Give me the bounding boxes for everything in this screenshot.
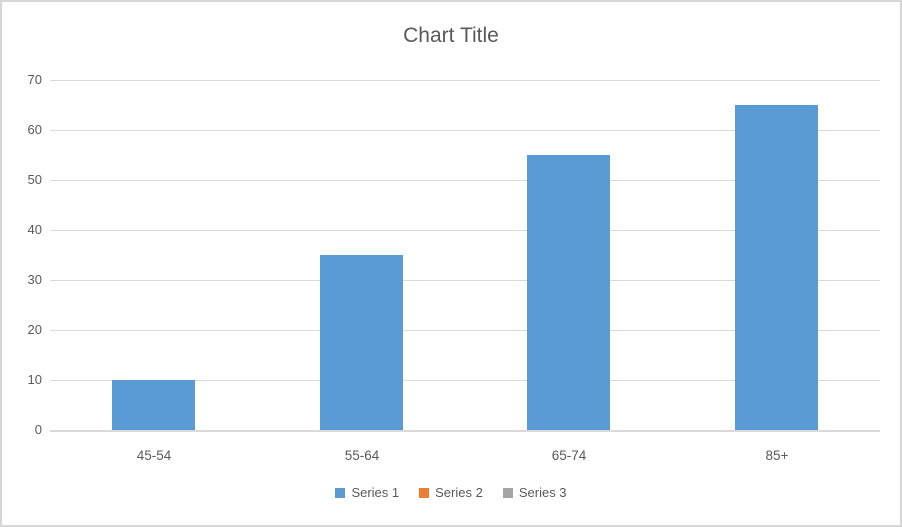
legend-label: Series 3 <box>518 485 567 500</box>
x-axis-label: 55-64 <box>344 448 380 463</box>
gridline <box>50 330 880 331</box>
gridline <box>50 80 880 81</box>
legend-label: Series 1 <box>351 485 400 500</box>
legend-marker-icon <box>419 487 430 498</box>
gridline <box>50 130 880 131</box>
bar-55-64 <box>320 255 403 430</box>
y-tick-label: 10 <box>27 372 42 387</box>
legend-label: Series 2 <box>435 485 483 500</box>
plot-area <box>50 80 880 432</box>
bar-85+ <box>735 105 818 430</box>
gridline <box>50 280 880 281</box>
y-tick-label: 0 <box>34 422 42 437</box>
legend-marker-icon <box>502 487 513 498</box>
legend-marker-icon <box>335 487 346 498</box>
x-axis-label: 85+ <box>765 448 789 463</box>
gridline <box>50 180 880 181</box>
gridline <box>50 230 880 231</box>
x-axis-label: 45-54 <box>136 448 172 463</box>
chart-title: Chart Title <box>403 24 499 47</box>
y-tick-label: 70 <box>27 72 42 87</box>
y-tick-label: 40 <box>27 222 42 237</box>
y-tick-label: 20 <box>27 322 42 337</box>
legend-item: Series 2 <box>419 485 483 500</box>
y-tick-label: 30 <box>27 272 42 287</box>
legend-item: Series 3 <box>502 485 567 500</box>
bar-65-74 <box>527 155 610 430</box>
legend: Series 1 Series 2 Series 3 <box>2 485 900 500</box>
y-tick-label: 60 <box>27 122 42 137</box>
y-tick-label: 50 <box>27 172 42 187</box>
bar-45-54 <box>112 380 195 430</box>
legend-item: Series 1 <box>335 485 399 500</box>
x-axis-label: 65-74 <box>551 448 587 463</box>
gridline <box>50 380 880 381</box>
